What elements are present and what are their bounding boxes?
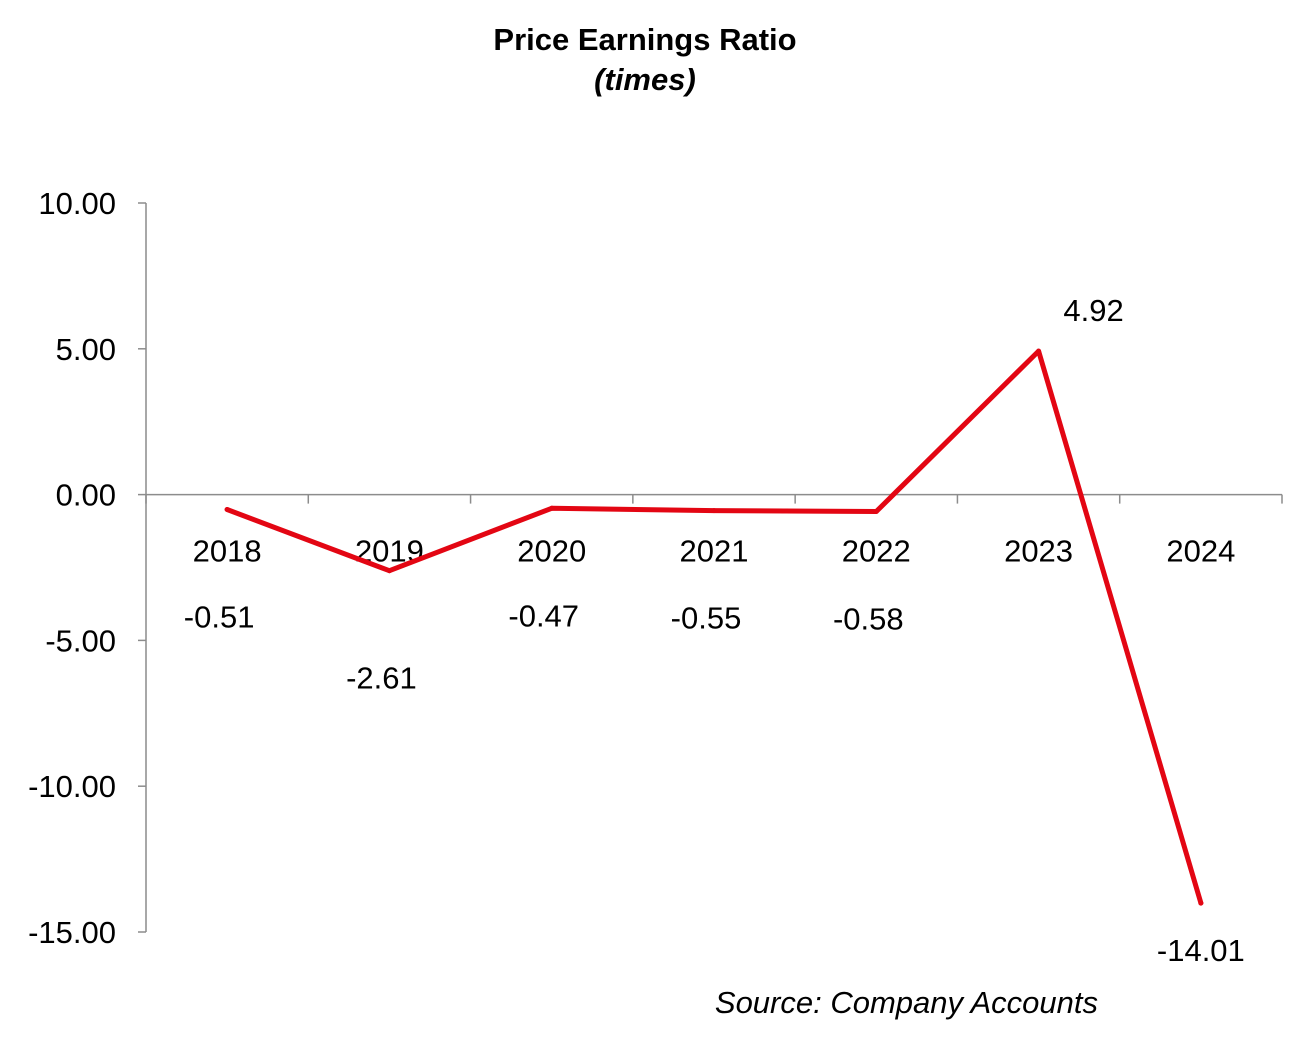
data-label: 4.92: [1063, 293, 1123, 328]
data-point: [224, 506, 230, 512]
chart-subtitle: (times): [594, 62, 696, 97]
x-tick-label: 2021: [680, 534, 749, 569]
y-tick-label: 10.00: [38, 186, 116, 221]
chart-title: Price Earnings Ratio: [493, 22, 796, 57]
y-axis: 10.00 5.00 0.00 -5.00 -10.00 -15.00: [28, 186, 147, 950]
x-tick-label: 2018: [193, 534, 262, 569]
x-axis: 2018 2019 2020 2021 2022 2023 2024: [145, 493, 1283, 569]
x-tick-label: 2024: [1166, 534, 1235, 569]
data-point: [549, 505, 555, 511]
data-point: [1036, 348, 1042, 354]
data-label: -0.47: [508, 598, 579, 633]
data-point: [386, 568, 392, 574]
x-tick-label: 2022: [842, 534, 911, 569]
x-tick-label: 2020: [517, 534, 586, 569]
data-label: -0.51: [184, 599, 255, 634]
series-line-group: [224, 348, 1204, 906]
data-label: -2.61: [346, 661, 417, 696]
y-tick-label: 0.00: [56, 478, 116, 513]
y-tick-label: 5.00: [56, 332, 116, 367]
y-tick-label: -15.00: [28, 915, 116, 950]
source-note: Source: Company Accounts: [715, 985, 1098, 1020]
x-tick-label: 2023: [1004, 534, 1073, 569]
data-label: -0.58: [833, 602, 904, 637]
y-tick-label: -10.00: [28, 769, 116, 804]
data-label: -0.55: [671, 601, 742, 636]
data-label-group: -0.51 -2.61 -0.47 -0.55 -0.58 4.92 -14.01: [184, 293, 1245, 968]
data-label: -14.01: [1157, 933, 1245, 968]
data-point: [711, 508, 717, 514]
data-point: [1198, 900, 1204, 906]
data-point: [873, 509, 879, 515]
y-tick-label: -5.00: [45, 623, 116, 658]
